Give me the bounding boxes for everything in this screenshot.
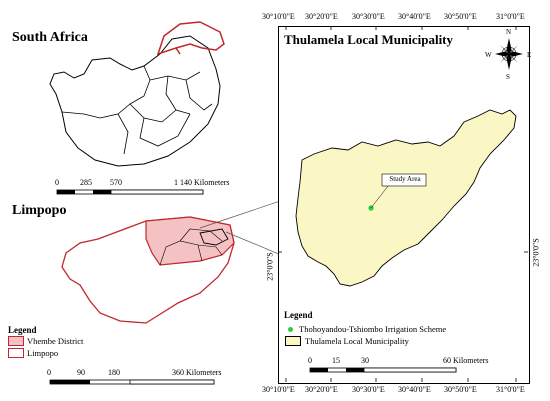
thulamela-boundary [295, 109, 517, 287]
thulamela-scale-3: 60 Kilometers [443, 356, 489, 365]
municipality-swatch [285, 336, 301, 346]
vhembe-label: Vhembe District [27, 336, 84, 346]
north-arrow-compass-icon [495, 38, 523, 70]
limpopo-legend-item-limpopo: Limpopo [8, 348, 58, 358]
compass-s: S [506, 73, 510, 81]
limpopo-legend-item-vhembe: Vhembe District [8, 336, 83, 346]
compass-e: E [527, 51, 532, 59]
sa-scale-1: 285 [80, 178, 92, 187]
bottom-coord-5: 31°0'0"E [496, 385, 525, 394]
top-coord-1: 30°20'0"E [305, 12, 338, 21]
top-coord-2: 30°30'0"E [352, 12, 385, 21]
sa-scale-0: 0 [55, 178, 59, 187]
bottom-coord-3: 30°40'0"E [398, 385, 431, 394]
limpopo-scale-1: 90 [77, 368, 85, 377]
thulamela-scale-1: 15 [332, 356, 340, 365]
thulamela-legend-item-municipality: Thulamela Local Municipality [285, 336, 409, 346]
top-coord-4: 30°50'0"E [444, 12, 477, 21]
sa-scale-3: 1 140 Kilometers [174, 178, 230, 187]
thulamela-map-body [278, 26, 528, 382]
compass-n: N [506, 28, 512, 36]
irrigation-scheme-label: Thohoyandou-Tshiombo Irrigation Scheme [299, 324, 447, 334]
top-coord-3: 30°40'0"E [398, 12, 431, 21]
south-africa-limpopo [156, 21, 225, 56]
left-side-coord: 23°0'0"S [265, 252, 275, 281]
study-area-label: Study Area [389, 175, 421, 183]
top-coord-0: 30°10'0"E [262, 12, 295, 21]
sa-scale-2: 570 [110, 178, 122, 187]
south-africa-title: South Africa [12, 30, 88, 45]
limpopo-scale-0: 0 [47, 368, 51, 377]
limpopo-scale-2: 180 [108, 368, 120, 377]
thulamela-legend-item-irrigation: Thohoyandou-Tshiombo Irrigation Scheme [285, 324, 446, 334]
limpopo-scale-3: 360 Kilometers [172, 368, 222, 377]
limpopo-legend-title: Legend [8, 325, 37, 335]
limpopo-title: Limpopo [12, 203, 67, 218]
limpopo-label: Limpopo [27, 348, 59, 358]
top-coord-5: 31°0'0"E [496, 12, 525, 21]
compass-w: W [485, 51, 492, 59]
limpopo-swatch [8, 348, 24, 358]
thulamela-title: Thulamela Local Municipality [284, 32, 454, 47]
thulamela-scale-2: 30 [361, 356, 369, 365]
south-africa-map [49, 21, 225, 167]
south-africa-scale-bar [56, 189, 204, 195]
thulamela-legend-title: Legend [284, 310, 313, 320]
limpopo-map [61, 216, 235, 324]
bottom-coord-1: 30°20'0"E [305, 385, 338, 394]
limpopo-scale-bar [49, 379, 215, 385]
bottom-coord-0: 30°10'0"E [262, 385, 295, 394]
right-side-coord: 23°0'0"S [531, 238, 541, 267]
irrigation-scheme-dot [288, 326, 293, 332]
thulamela-scale-0: 0 [308, 356, 312, 365]
thulamela-scale-bar [309, 367, 457, 373]
bottom-coord-2: 30°30'0"E [352, 385, 385, 394]
vhembe-swatch [8, 336, 24, 346]
bottom-coord-4: 30°50'0"E [444, 385, 477, 394]
municipality-label: Thulamela Local Municipality [305, 336, 409, 346]
